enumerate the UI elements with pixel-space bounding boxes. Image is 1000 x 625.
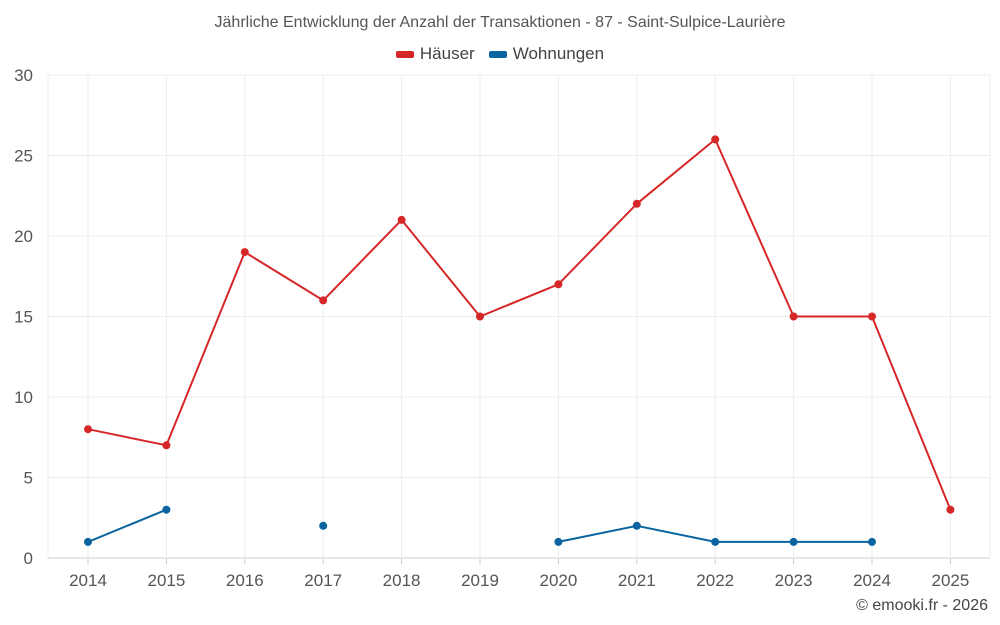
data-point-wohnungen-2020 [554, 537, 563, 546]
data-point-haeuser-2021 [632, 199, 641, 208]
y-tick-label: 25 [14, 147, 33, 166]
y-tick-label: 0 [24, 549, 33, 568]
data-point-haeuser-2018 [397, 215, 406, 224]
x-tick-label: 2015 [147, 571, 185, 590]
data-point-wohnungen-2015 [162, 505, 171, 514]
x-tick-label: 2018 [383, 571, 421, 590]
legend-swatch-haeuser [395, 50, 414, 58]
series-line-wohnungen-0 [87, 508, 167, 543]
y-tick-label: 20 [14, 227, 33, 246]
legend-item-wohnungen[interactable]: Wohnungen [488, 44, 605, 64]
x-tick-label: 2019 [461, 571, 499, 590]
legend-swatch-wohnungen [488, 50, 507, 58]
legend-label-wohnungen: Wohnungen [512, 44, 605, 63]
data-point-haeuser-2023 [789, 312, 798, 321]
data-point-haeuser-2015 [162, 441, 171, 450]
y-tick-label: 30 [14, 66, 33, 85]
x-tick-label: 2020 [539, 571, 577, 590]
data-point-haeuser-2014 [84, 425, 92, 434]
data-point-wohnungen-2017 [319, 521, 328, 530]
data-point-wohnungen-2023 [789, 537, 798, 546]
data-point-haeuser-2017 [319, 296, 328, 305]
data-point-haeuser-2024 [868, 312, 876, 321]
data-point-haeuser-2020 [554, 280, 563, 289]
chart-legend: Häuser Wohnungen [0, 44, 1000, 64]
x-tick-label: 2014 [69, 571, 107, 590]
data-point-wohnungen-2021 [632, 521, 641, 530]
data-point-wohnungen-2022 [711, 537, 720, 546]
x-tick-label: 2017 [304, 571, 342, 590]
data-point-haeuser-2019 [476, 312, 484, 321]
y-tick-label: 10 [14, 388, 33, 407]
x-tick-label: 2025 [931, 571, 969, 590]
data-point-wohnungen-2014 [84, 537, 92, 546]
legend-item-haeuser[interactable]: Häuser [395, 44, 475, 64]
x-tick-label: 2021 [618, 571, 656, 590]
y-tick-label: 5 [24, 469, 33, 488]
x-tick-label: 2022 [696, 571, 734, 590]
data-point-haeuser-2016 [240, 248, 249, 257]
x-tick-label: 2024 [853, 571, 891, 590]
x-tick-label: 2023 [775, 571, 813, 590]
y-tick-label: 15 [14, 308, 33, 327]
series-line-haeuser-0 [87, 138, 952, 511]
data-point-haeuser-2022 [711, 135, 720, 144]
chart-title: Jährliche Entwicklung der Anzahl der Tra… [214, 14, 786, 31]
copyright-credit: © emooki.fr - 2026 [856, 597, 988, 614]
data-point-haeuser-2025 [946, 505, 955, 514]
legend-label-haeuser: Häuser [419, 44, 475, 63]
x-tick-label: 2016 [226, 571, 264, 590]
data-point-wohnungen-2024 [868, 537, 876, 546]
